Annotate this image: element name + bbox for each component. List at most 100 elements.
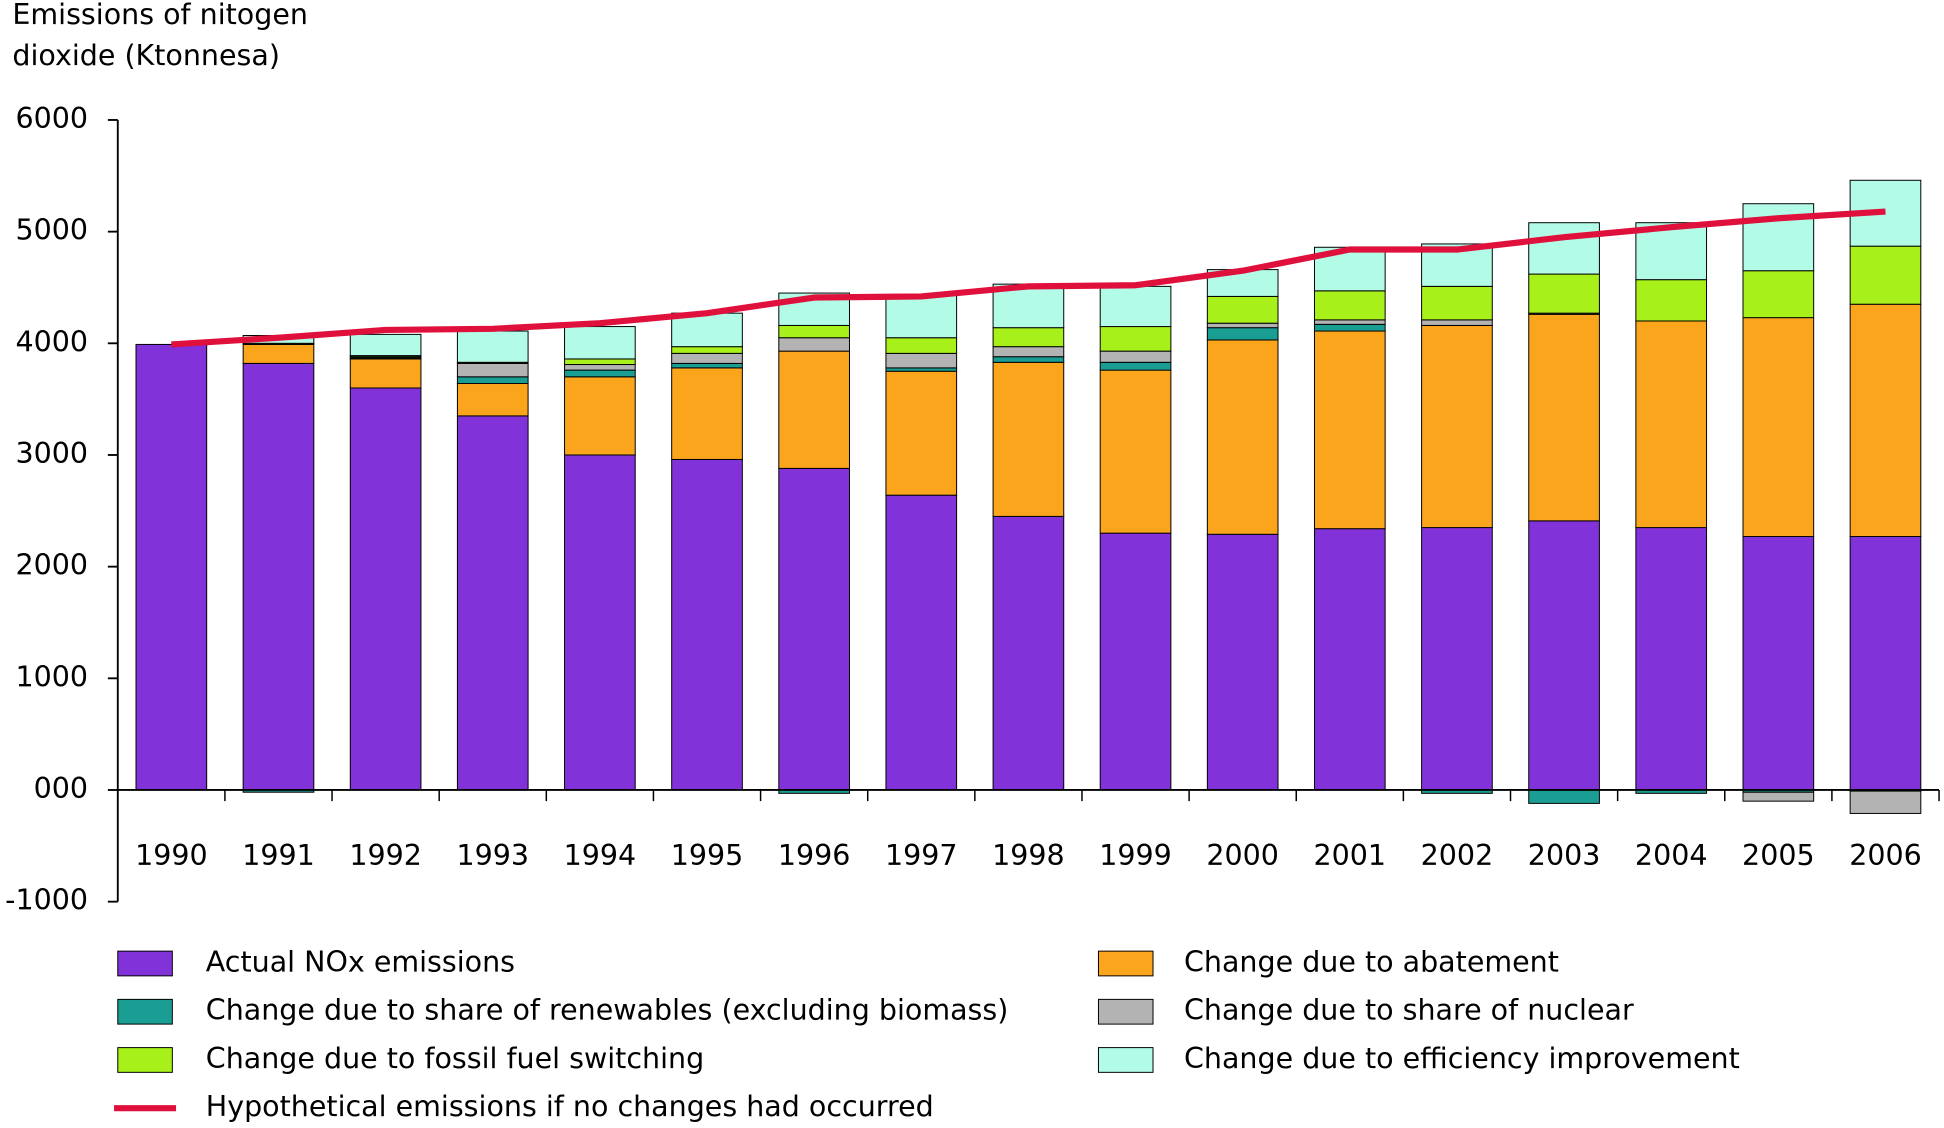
x-tick-label: 2005 (1742, 839, 1815, 872)
legend-label: Change due to efficiency improvement (1184, 1042, 1740, 1075)
y-tick-label: 000 (34, 772, 88, 805)
legend-label: Actual NOx emissions (206, 946, 515, 979)
bar-segment (349, 333, 422, 357)
x-tick-label: 2006 (1849, 839, 1922, 872)
bar-segment (456, 376, 529, 385)
legend-swatch (1097, 1047, 1154, 1073)
bar-segment (992, 327, 1065, 348)
y-tick-label: 3000 (15, 437, 88, 470)
legend-swatch (117, 998, 173, 1025)
legend-swatch (1097, 998, 1154, 1025)
x-tick-label: 2003 (1528, 839, 1601, 872)
bar-segment (1099, 326, 1172, 352)
x-tick-label: 1994 (564, 839, 637, 872)
bar-segment (1528, 789, 1600, 804)
bar-segment (1313, 330, 1386, 530)
bar-segment (1849, 536, 1922, 791)
bar-segment (1635, 320, 1708, 529)
legend-label: Change due to abatement (1184, 946, 1559, 979)
bar-segment (992, 346, 1065, 358)
bar-segment (242, 362, 315, 791)
x-tick-label: 1999 (1099, 839, 1172, 872)
x-tick-label: 1996 (778, 839, 851, 872)
bar-segment (242, 343, 315, 364)
bar-segment (564, 454, 636, 791)
bar-segment (1099, 361, 1172, 371)
x-tick-label: 1992 (349, 839, 422, 872)
bar-segment (1742, 270, 1815, 319)
bar-segment (1528, 273, 1600, 314)
x-tick-label: 1991 (242, 839, 315, 872)
x-tick-label: 2000 (1206, 839, 1279, 872)
bar-segment (1206, 327, 1279, 341)
bar-segment (456, 330, 529, 363)
bar-segment (778, 324, 850, 339)
bar-segment (671, 346, 743, 354)
bar-segment (1742, 791, 1815, 802)
bar-segment (778, 467, 850, 791)
bar-segment (885, 294, 958, 339)
x-tick-label: 1997 (885, 839, 958, 872)
bar-segment (778, 337, 850, 352)
y-tick-label: -1000 (5, 884, 88, 917)
bar-segment (1099, 532, 1172, 791)
bar-segment (1099, 350, 1172, 363)
bar-segment (1421, 527, 1493, 791)
x-tick-label: 2004 (1635, 839, 1708, 872)
bar-segment (564, 364, 636, 371)
bar-segment (456, 362, 529, 378)
x-tick-label: 2001 (1314, 839, 1387, 872)
legend-swatch (117, 1047, 173, 1073)
bar-segment (135, 343, 208, 791)
bar-segment (1313, 528, 1386, 791)
bar-segment (671, 458, 743, 791)
y-tick-label: 6000 (15, 102, 88, 135)
bar-segment (885, 494, 958, 791)
y-tick-label: 1000 (15, 660, 88, 693)
bar-segment (885, 352, 958, 369)
bar-segment (1099, 285, 1172, 328)
bar-segment (885, 337, 958, 354)
x-tick-label: 2002 (1421, 839, 1494, 872)
bar-segment (992, 356, 1065, 363)
y-axis-title: dioxide (Ktonnesa) (12, 39, 280, 72)
bar-segment (564, 358, 636, 366)
bar-segment (1313, 290, 1386, 321)
bar-segment (564, 326, 636, 360)
bar-segment (1849, 790, 1922, 814)
bar-segment (885, 367, 958, 372)
legend-swatch (1097, 950, 1154, 977)
bar-segment (671, 367, 743, 460)
bar-segment (1421, 319, 1493, 326)
bar-segment (671, 362, 743, 369)
bar-segment (1742, 317, 1815, 537)
bar-segment (349, 387, 422, 791)
bar-segment (1849, 245, 1922, 305)
legend-label: Change due to fossil fuel switching (206, 1042, 704, 1075)
bar-segment (1206, 533, 1279, 791)
y-tick-label: 2000 (15, 549, 88, 582)
bar-segment (564, 376, 636, 456)
line-series (171, 208, 1886, 348)
bar-segment (564, 369, 636, 378)
legend-label: Change due to share of renewables (exclu… (206, 994, 1009, 1027)
x-tick-label: 1995 (671, 839, 744, 872)
legend-label: Hypothetical emissions if no changes had… (206, 1090, 934, 1123)
bar-segment (1421, 324, 1493, 529)
x-tick-label: 1993 (456, 839, 529, 872)
bar-segment (456, 415, 529, 791)
bar-segment (1206, 322, 1279, 329)
bar-segment (778, 350, 850, 469)
bar-segment (349, 358, 422, 389)
y-tick-label: 5000 (15, 214, 88, 247)
bar-segment (1849, 303, 1922, 537)
bar-segment (992, 361, 1065, 517)
bar-segment (992, 515, 1065, 791)
bar-segment (1206, 295, 1279, 324)
legend-swatch (117, 950, 173, 977)
y-axis-title: Emissions of nitogen (12, 0, 308, 31)
bar-segment (1421, 285, 1493, 321)
x-tick-label: 1998 (992, 839, 1065, 872)
bar-segment (1528, 222, 1600, 275)
